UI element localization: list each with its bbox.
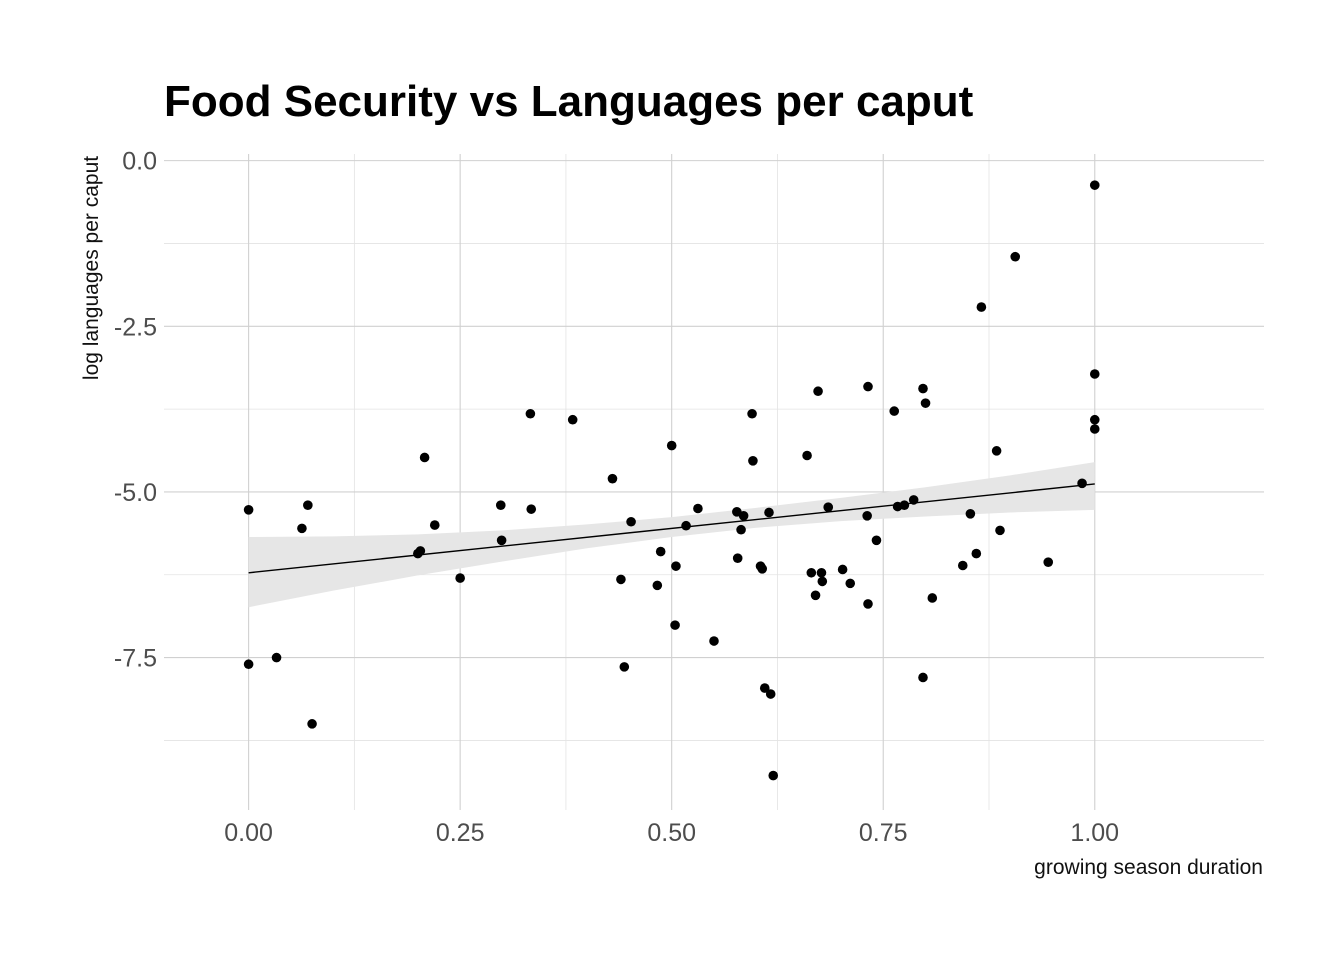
data-point xyxy=(920,398,931,408)
data-point xyxy=(496,535,507,546)
data-point xyxy=(307,719,317,729)
data-point xyxy=(748,455,758,466)
data-point xyxy=(908,495,919,505)
data-point xyxy=(971,548,982,559)
data-point xyxy=(810,590,821,601)
data-point xyxy=(271,652,282,663)
data-point xyxy=(495,500,506,510)
y-axis-ticks: 0.0 -2.5 -5.0 -7.5 xyxy=(114,148,157,673)
data-point xyxy=(1043,557,1054,567)
data-point xyxy=(1089,180,1100,190)
data-point xyxy=(817,576,828,587)
data-point xyxy=(243,659,254,670)
data-point xyxy=(736,524,746,535)
data-point xyxy=(525,408,536,419)
y-tick-label: -2.5 xyxy=(114,313,157,341)
data-point xyxy=(768,770,779,781)
data-point xyxy=(607,473,618,484)
data-point xyxy=(813,386,823,397)
data-point xyxy=(415,546,426,556)
data-point xyxy=(889,406,900,416)
data-point xyxy=(918,383,928,394)
data-point xyxy=(671,561,681,571)
data-point xyxy=(419,452,430,463)
data-point xyxy=(567,414,578,425)
data-point xyxy=(863,599,873,609)
data-point xyxy=(655,546,666,557)
data-point xyxy=(1089,414,1100,425)
confidence-band xyxy=(248,462,1095,608)
data-point xyxy=(619,662,630,672)
data-point xyxy=(1089,369,1100,379)
data-point xyxy=(670,620,680,630)
data-point xyxy=(1077,478,1087,489)
y-tick-label: -7.5 xyxy=(114,645,157,673)
x-axis-ticks: 0.00 0.25 0.50 0.75 1.00 xyxy=(224,819,1119,847)
data-point xyxy=(862,510,872,521)
data-point xyxy=(738,510,749,521)
data-point xyxy=(626,516,636,527)
data-point xyxy=(863,381,873,392)
data-point xyxy=(816,567,827,578)
y-axis-label: log languages per caput xyxy=(80,156,103,380)
data-point xyxy=(297,523,307,534)
data-point xyxy=(747,408,757,419)
x-tick-label: 0.25 xyxy=(436,819,485,847)
data-point xyxy=(652,580,663,591)
data-point xyxy=(837,564,848,575)
data-point xyxy=(871,535,882,546)
data-point xyxy=(1010,251,1021,262)
data-point xyxy=(759,683,770,693)
data-point xyxy=(757,564,768,574)
data-point xyxy=(806,567,817,578)
trend-line xyxy=(248,483,1095,574)
data-point xyxy=(823,502,834,512)
x-tick-label: 0.50 xyxy=(647,819,696,847)
data-point xyxy=(918,672,928,683)
data-point xyxy=(429,520,440,530)
data-point xyxy=(681,520,691,531)
y-tick-label: 0.0 xyxy=(122,148,157,176)
x-tick-label: 0.75 xyxy=(859,819,908,847)
data-point xyxy=(765,689,776,699)
data-point xyxy=(899,500,910,510)
data-point xyxy=(455,573,465,583)
data-point xyxy=(991,446,1002,456)
data-point xyxy=(526,504,537,514)
data-point xyxy=(764,507,774,518)
x-tick-label: 1.00 xyxy=(1070,819,1119,847)
data-point xyxy=(616,574,626,585)
data-point xyxy=(802,450,812,461)
data-point xyxy=(709,636,719,646)
data-point xyxy=(957,560,968,571)
data-point xyxy=(965,509,976,519)
chart-title: Food Security vs Languages per caput xyxy=(164,77,974,126)
data-point xyxy=(693,503,703,514)
y-tick-label: -5.0 xyxy=(114,479,157,507)
gridlines xyxy=(164,154,1264,810)
x-tick-label: 0.00 xyxy=(224,819,273,847)
data-point xyxy=(243,505,254,515)
data-point xyxy=(845,578,856,589)
x-axis-label: growing season duration xyxy=(1034,856,1263,879)
data-point xyxy=(732,553,743,564)
data-point xyxy=(303,500,313,510)
data-point xyxy=(995,525,1005,536)
data-point xyxy=(976,302,987,312)
data-point xyxy=(927,593,938,603)
data-point xyxy=(666,440,677,451)
data-point xyxy=(1089,424,1100,434)
data-points xyxy=(243,180,1100,781)
